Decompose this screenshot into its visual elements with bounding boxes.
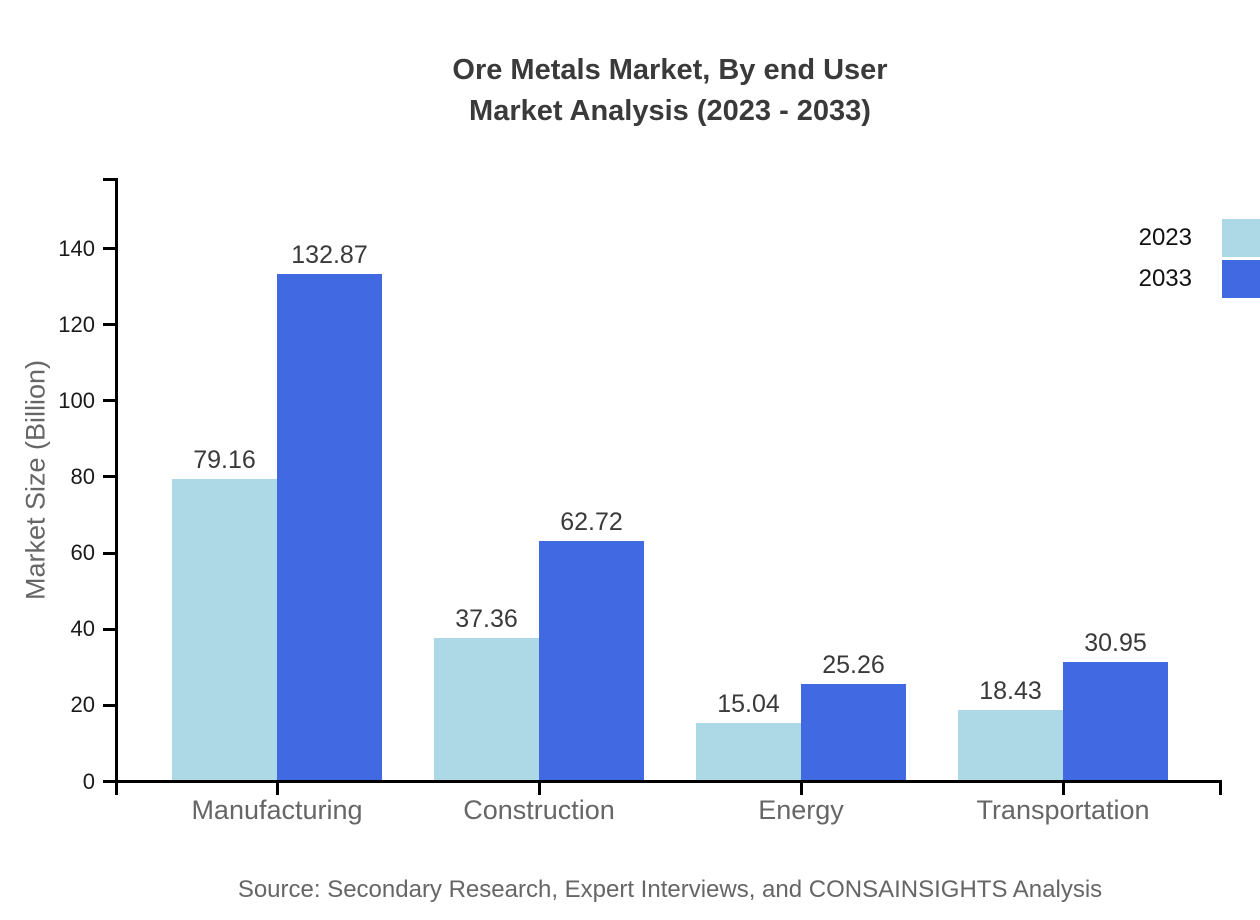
bar-2033-Energy [801, 684, 906, 780]
y-tick-label-40: 40 [70, 616, 95, 641]
y-tick-20 [103, 704, 115, 707]
legend: 2023 2033 [1139, 219, 1260, 301]
x-tick-Construction [538, 783, 541, 795]
legend-row-2033: 2033 [1139, 260, 1260, 298]
category-label-Transportation: Transportation [976, 795, 1150, 825]
y-tick-label-80: 80 [70, 464, 95, 489]
bar-2023-Energy [696, 723, 801, 780]
x-axis-line [115, 780, 1222, 783]
bar-2033-Transportation [1063, 662, 1168, 780]
chart-title-line2: Market Analysis (2023 - 2033) [469, 95, 871, 127]
y-tick-label-0: 0 [82, 769, 95, 794]
value-label-2033-Manufacturing: 132.87 [291, 241, 368, 269]
source-note: Source: Secondary Research, Expert Inter… [237, 876, 1103, 903]
legend-row-2023: 2023 [1139, 219, 1260, 257]
y-tick-120 [103, 323, 115, 326]
y-tick-80 [103, 475, 115, 478]
category-label-Energy: Energy [758, 795, 844, 825]
legend-swatch-2023 [1222, 219, 1260, 257]
bar-2023-Construction [434, 638, 539, 780]
y-tick-label-20: 20 [70, 692, 95, 717]
value-label-2033-Construction: 62.72 [560, 508, 623, 536]
x-tick-Manufacturing [276, 783, 279, 795]
y-tick-label-120: 120 [58, 312, 95, 337]
y-tick-140 [103, 247, 115, 250]
category-label-Manufacturing: Manufacturing [191, 795, 363, 825]
value-label-2023-Construction: 37.36 [455, 605, 518, 633]
y-tick-0 [103, 780, 115, 783]
value-label-2023-Energy: 15.04 [717, 690, 780, 718]
bar-2023-Manufacturing [172, 479, 277, 780]
legend-swatch-2033 [1222, 260, 1260, 298]
y-tick-label-100: 100 [58, 388, 95, 413]
y-tick-40 [103, 628, 115, 631]
value-label-2023-Manufacturing: 79.16 [193, 446, 256, 474]
bar-2023-Transportation [958, 710, 1063, 780]
y-axis-endcap [103, 178, 115, 181]
legend-label-2023: 2023 [1138, 224, 1192, 251]
legend-label-2033: 2033 [1138, 265, 1192, 292]
x-axis-endcap [1219, 780, 1222, 795]
x-tick-Energy [800, 783, 803, 795]
x-tick-Transportation [1062, 783, 1065, 795]
bar-2033-Manufacturing [277, 274, 382, 780]
value-label-2033-Energy: 25.26 [822, 651, 885, 679]
y-axis-line [115, 178, 118, 795]
value-label-2023-Transportation: 18.43 [979, 677, 1042, 705]
y-tick-label-140: 140 [58, 236, 95, 261]
y-tick-label-60: 60 [70, 540, 95, 565]
chart-title-line1: Ore Metals Market, By end User [452, 54, 888, 86]
value-label-2033-Transportation: 30.95 [1084, 629, 1147, 657]
bar-2033-Construction [539, 541, 644, 780]
category-label-Construction: Construction [463, 795, 615, 825]
y-tick-60 [103, 552, 115, 555]
y-tick-100 [103, 399, 115, 402]
chart-title: Ore Metals Market, By end User Market An… [80, 50, 1260, 132]
